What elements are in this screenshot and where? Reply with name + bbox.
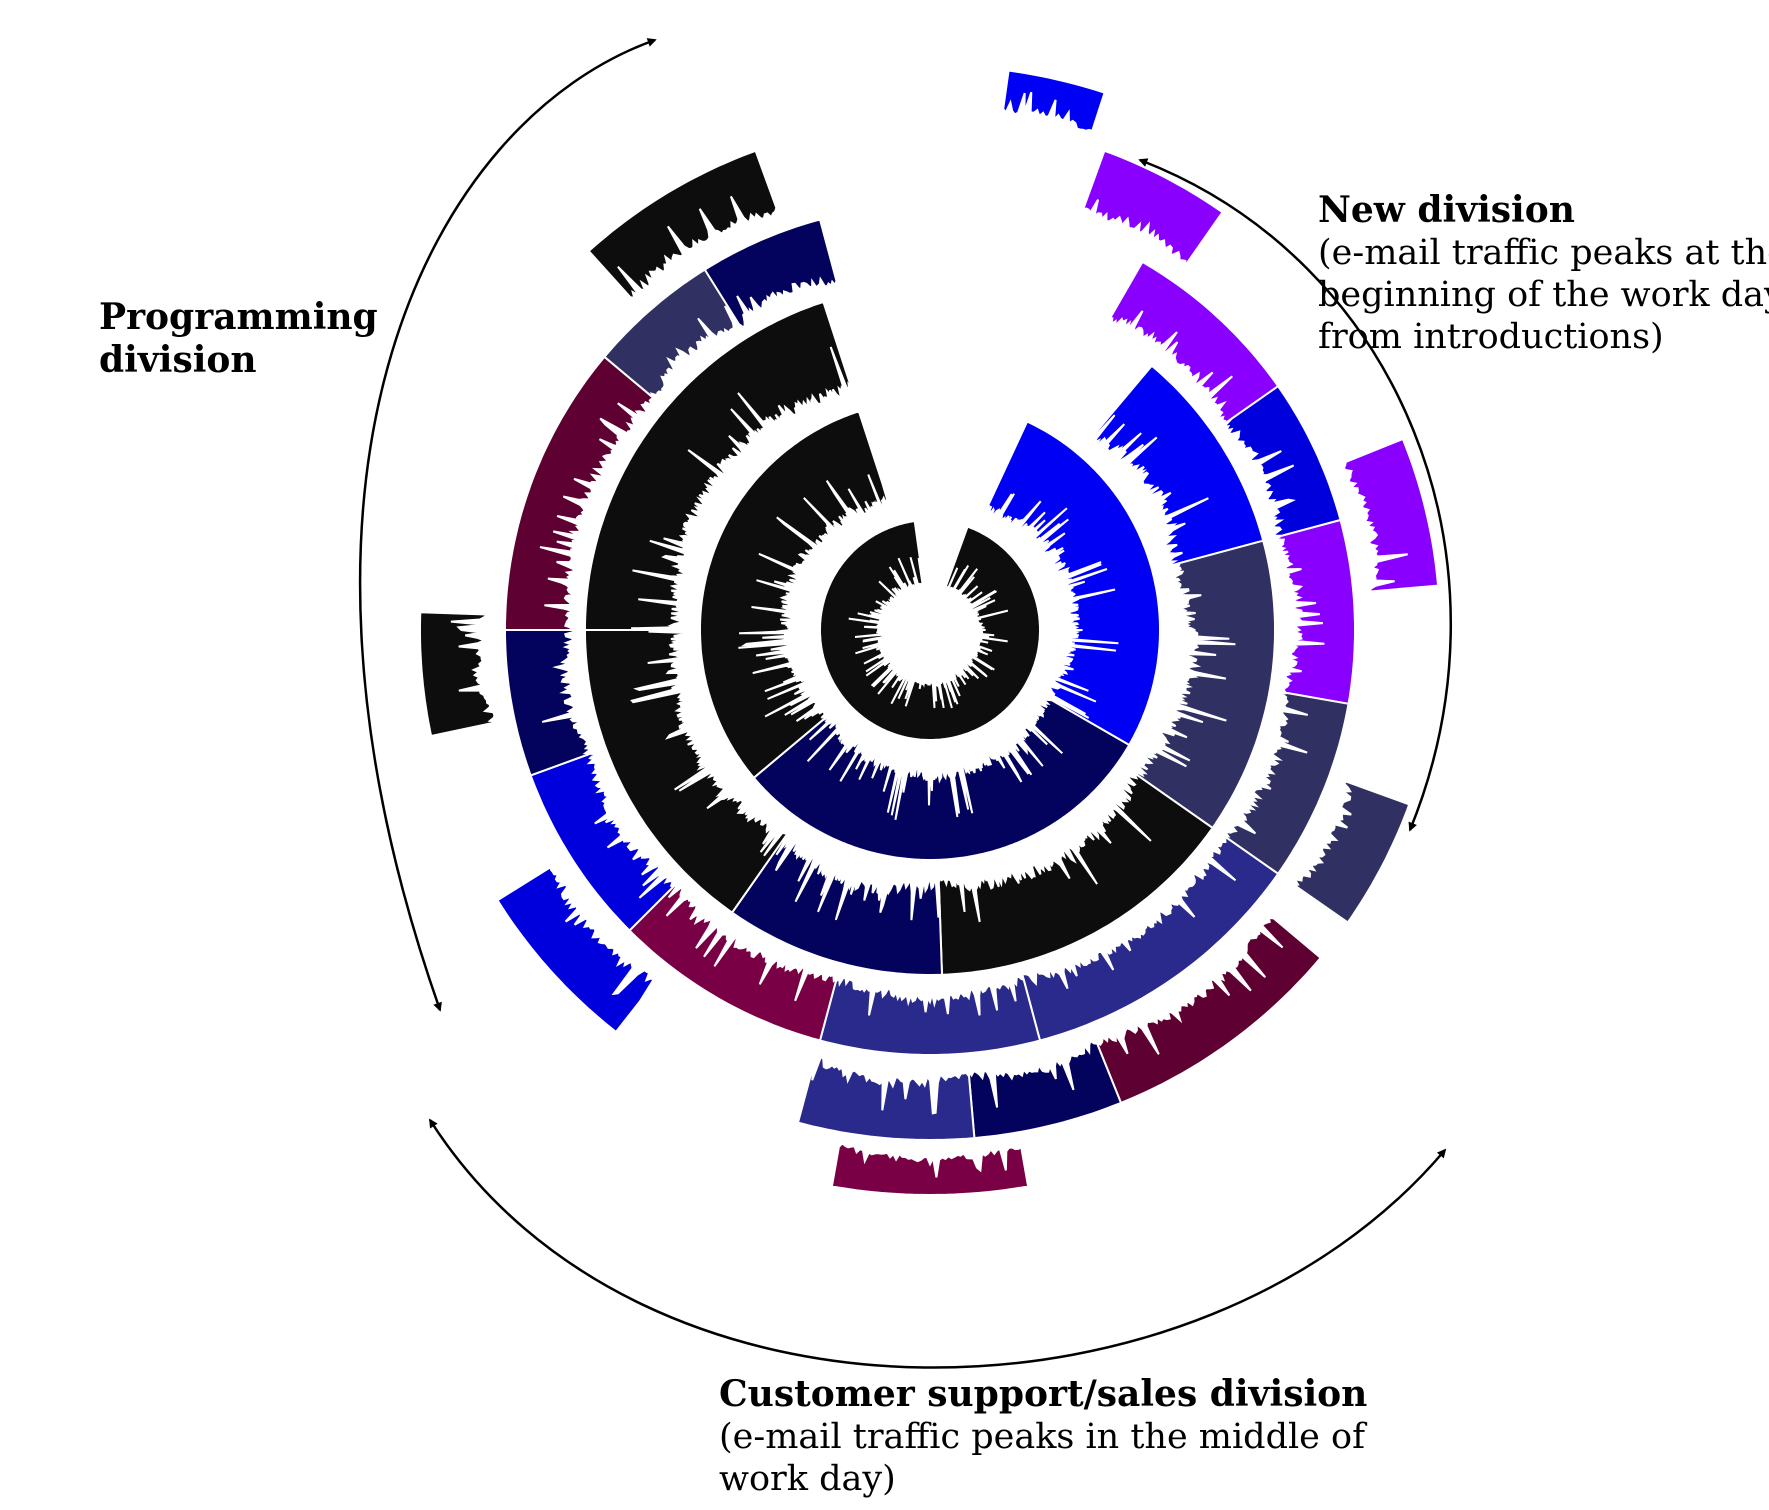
customer-support-note-line2: work day) — [719, 1459, 896, 1500]
new-division-note-line3: from introductions) — [1318, 317, 1664, 358]
spiral-center — [879, 582, 980, 682]
programming-arrow — [358, 38, 657, 1012]
spiral-segment — [752, 695, 1131, 861]
spiral-segment — [628, 884, 839, 1042]
customer-support-arrow — [428, 1118, 1447, 1369]
spiral-segment — [1002, 69, 1106, 133]
spiral-segment — [796, 1055, 976, 1142]
new-division-note-line2: beginning of the work day — [1318, 275, 1769, 316]
spiral-segment — [830, 1141, 1030, 1197]
spiral-segment — [699, 410, 891, 780]
spiral-segment — [1081, 149, 1224, 267]
division-arrows — [358, 38, 1452, 1369]
spiral-segment — [819, 519, 1041, 741]
new-division-arrow — [1138, 158, 1452, 832]
customer-support-division-label: Customer support/sales division (e-mail … — [719, 1373, 1367, 1500]
new-division-label: New division (e-mail traffic peaks at th… — [1318, 189, 1769, 358]
spiral-segments — [419, 69, 1440, 1197]
new-division-title: New division — [1318, 189, 1575, 231]
spiral-segment — [1272, 518, 1356, 705]
spiral-segment — [730, 833, 944, 976]
customer-support-title: Customer support/sales division — [719, 1373, 1368, 1415]
spiral-segment — [703, 218, 838, 329]
spiral-segment — [419, 611, 499, 738]
programming-division-label: Programming division — [99, 296, 378, 382]
spiral-segment — [1094, 916, 1323, 1105]
spiral-segment — [967, 1039, 1123, 1140]
new-division-note-line1: (e-mail traffic peaks at the — [1318, 233, 1769, 274]
programming-title-line1: Programming — [99, 296, 378, 338]
spiral-segment — [818, 975, 1042, 1056]
spiral-segment — [504, 629, 594, 777]
customer-support-note-line1: (e-mail traffic peaks in the middle of — [719, 1417, 1366, 1458]
programming-title-line2: division — [99, 339, 257, 382]
spiral-segment — [1021, 836, 1280, 1042]
